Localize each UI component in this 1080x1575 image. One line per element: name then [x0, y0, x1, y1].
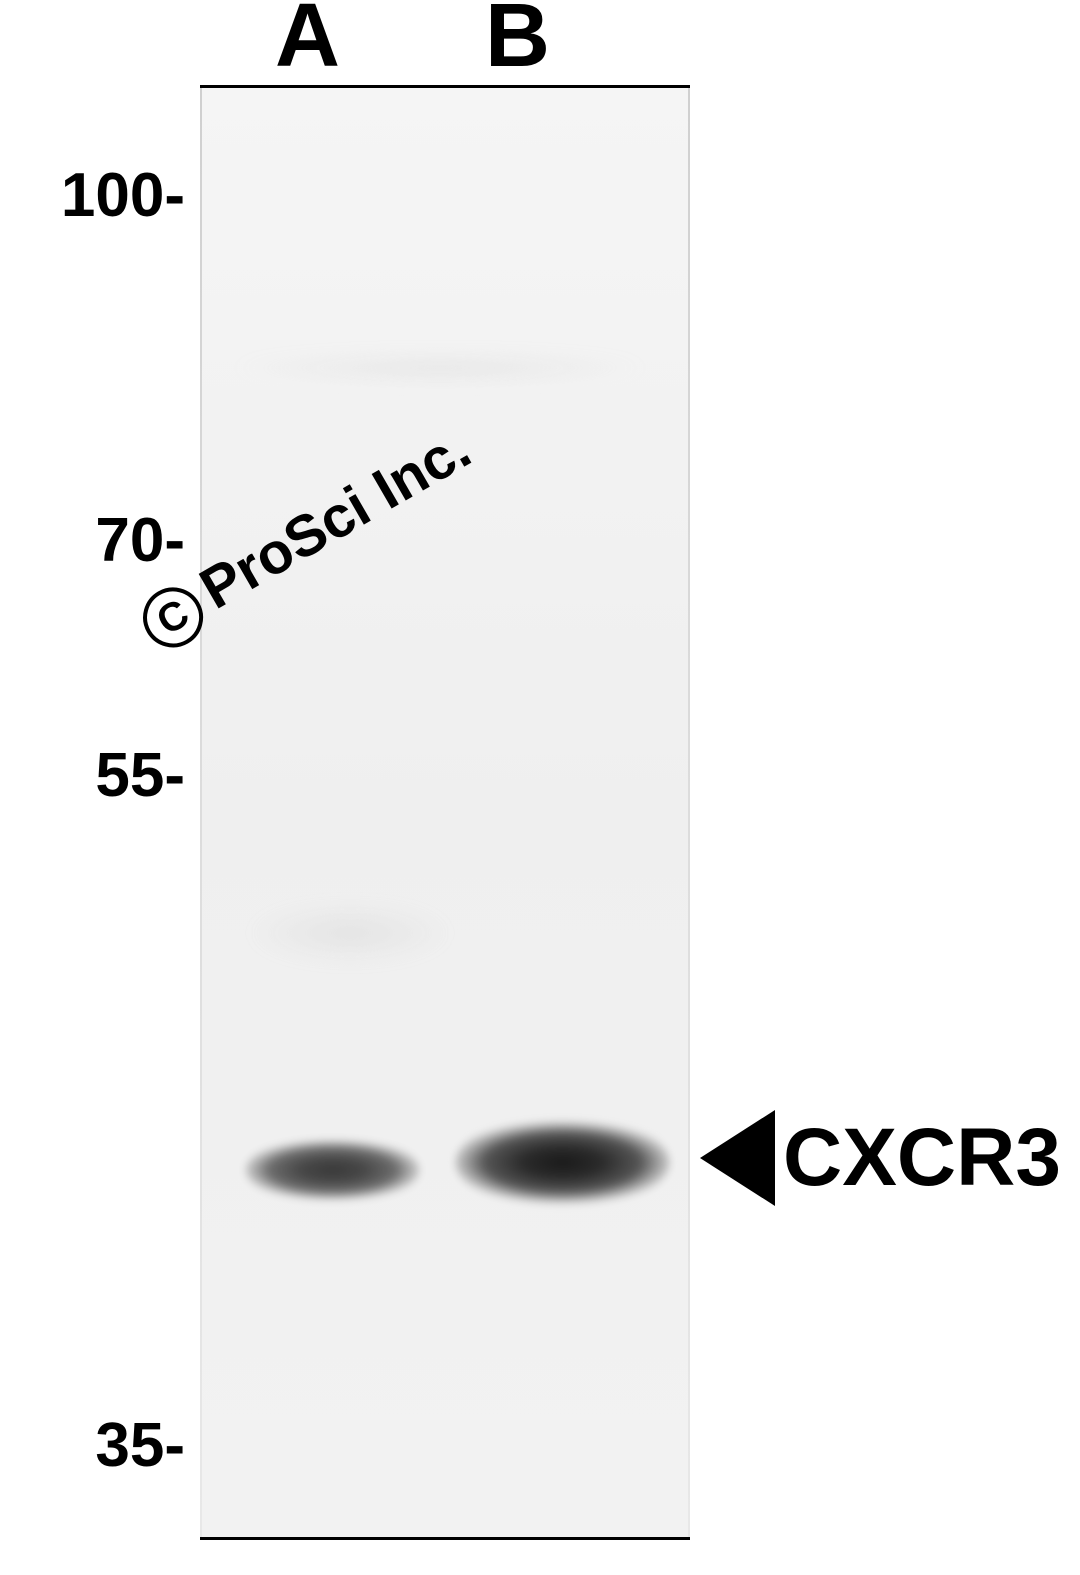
band-lane-a [245, 1135, 420, 1205]
mw-marker-55: 55- [5, 740, 185, 811]
blot-membrane [200, 85, 690, 1540]
arrow-left-icon [700, 1110, 775, 1206]
protein-label: CXCR3 [783, 1111, 1061, 1205]
mw-marker-100: 100- [5, 160, 185, 231]
band-lane-b [455, 1115, 670, 1210]
lane-label-b: B [485, 0, 550, 88]
blot-edge-right [688, 88, 690, 1537]
blot-edge-left [200, 88, 202, 1537]
mw-marker-70: 70- [5, 505, 185, 576]
membrane-smudge [230, 353, 650, 383]
lane-label-a: A [275, 0, 340, 88]
membrane-smudge [250, 903, 450, 963]
protein-indicator: CXCR3 [700, 1110, 1061, 1206]
mw-marker-35: 35- [5, 1410, 185, 1481]
